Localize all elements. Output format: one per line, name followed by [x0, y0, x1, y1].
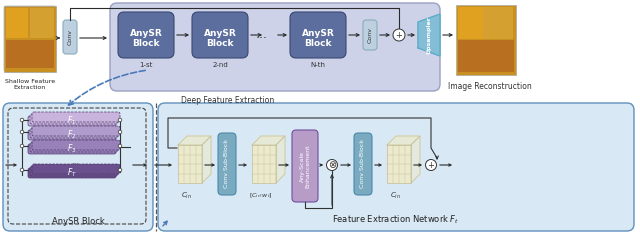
Text: Shallow Feature: Shallow Feature: [5, 79, 55, 84]
Text: Block: Block: [206, 38, 234, 47]
Text: Feature Extraction Network $F_t$: Feature Extraction Network $F_t$: [332, 214, 460, 226]
Text: Conv: Conv: [367, 27, 372, 43]
Text: $C_{in}$: $C_{in}$: [182, 191, 193, 201]
Bar: [4, 6, 56, 72]
FancyBboxPatch shape: [32, 112, 120, 122]
Text: Block: Block: [132, 38, 160, 47]
FancyBboxPatch shape: [118, 12, 174, 58]
Text: Conv Sub-Block: Conv Sub-Block: [360, 139, 365, 189]
Text: Conv: Conv: [67, 29, 72, 45]
FancyBboxPatch shape: [218, 133, 236, 195]
Bar: [252, 145, 276, 183]
FancyBboxPatch shape: [28, 130, 116, 140]
Circle shape: [20, 144, 24, 148]
Text: Extraction: Extraction: [14, 85, 46, 90]
Text: Block: Block: [304, 38, 332, 47]
Text: Any-Scale
Enhancement: Any-Scale Enhancement: [300, 144, 310, 188]
Text: +: +: [428, 160, 435, 169]
Bar: [458, 7, 483, 39]
FancyBboxPatch shape: [354, 133, 372, 195]
Text: AnySR: AnySR: [301, 29, 334, 38]
Circle shape: [118, 144, 122, 148]
Bar: [30, 8, 54, 38]
Circle shape: [20, 168, 24, 172]
Bar: [6, 40, 54, 68]
Polygon shape: [411, 136, 420, 183]
Circle shape: [20, 130, 24, 134]
Circle shape: [118, 168, 122, 172]
Text: AnySR Block: AnySR Block: [52, 217, 104, 226]
Circle shape: [118, 118, 122, 122]
Circle shape: [426, 160, 436, 170]
Polygon shape: [276, 136, 285, 183]
FancyBboxPatch shape: [32, 164, 120, 174]
Text: ...: ...: [256, 29, 268, 42]
Text: $F_3$: $F_3$: [67, 143, 77, 155]
FancyBboxPatch shape: [158, 103, 634, 231]
Text: $F_1$: $F_1$: [67, 115, 77, 127]
FancyBboxPatch shape: [292, 130, 318, 202]
Circle shape: [393, 29, 405, 41]
Polygon shape: [178, 136, 211, 145]
Polygon shape: [387, 136, 420, 145]
Text: $[C_{in}{\cdot}w_t]$: $[C_{in}{\cdot}w_t]$: [249, 191, 273, 200]
FancyBboxPatch shape: [363, 20, 377, 50]
Bar: [178, 145, 202, 183]
Text: $C_{in}$: $C_{in}$: [390, 191, 401, 201]
Bar: [456, 5, 516, 75]
Text: N-th: N-th: [310, 62, 326, 68]
FancyBboxPatch shape: [30, 114, 118, 124]
FancyBboxPatch shape: [30, 128, 118, 138]
Text: AnySR: AnySR: [204, 29, 236, 38]
Text: 2-nd: 2-nd: [212, 62, 228, 68]
FancyBboxPatch shape: [110, 3, 440, 91]
Text: Deep Feature Extraction: Deep Feature Extraction: [181, 96, 275, 105]
FancyBboxPatch shape: [28, 168, 116, 178]
Text: $F_2$: $F_2$: [67, 129, 77, 141]
FancyBboxPatch shape: [290, 12, 346, 58]
Bar: [483, 7, 513, 39]
FancyBboxPatch shape: [30, 142, 118, 152]
Text: $F_T$: $F_T$: [67, 167, 77, 179]
Bar: [6, 8, 28, 38]
Text: Upsampler: Upsampler: [426, 16, 431, 54]
Text: ...: ...: [71, 156, 79, 165]
Polygon shape: [202, 136, 211, 183]
Text: 1-st: 1-st: [140, 62, 153, 68]
Bar: [458, 40, 514, 72]
Text: Conv Sub-Block: Conv Sub-Block: [225, 139, 230, 189]
Text: AnySR: AnySR: [130, 29, 163, 38]
Text: ⊗: ⊗: [328, 160, 336, 170]
FancyBboxPatch shape: [32, 126, 120, 136]
Text: +: +: [396, 30, 403, 39]
Polygon shape: [418, 14, 440, 56]
Circle shape: [20, 118, 24, 122]
FancyBboxPatch shape: [3, 103, 153, 231]
FancyBboxPatch shape: [4, 6, 56, 72]
FancyBboxPatch shape: [192, 12, 248, 58]
Circle shape: [118, 130, 122, 134]
Text: Image Reconstruction: Image Reconstruction: [448, 82, 532, 91]
FancyBboxPatch shape: [28, 116, 116, 126]
FancyBboxPatch shape: [63, 20, 77, 54]
FancyBboxPatch shape: [32, 140, 120, 150]
FancyBboxPatch shape: [30, 166, 118, 176]
Polygon shape: [252, 136, 285, 145]
Circle shape: [326, 160, 337, 170]
FancyBboxPatch shape: [28, 144, 116, 154]
Bar: [387, 145, 411, 183]
